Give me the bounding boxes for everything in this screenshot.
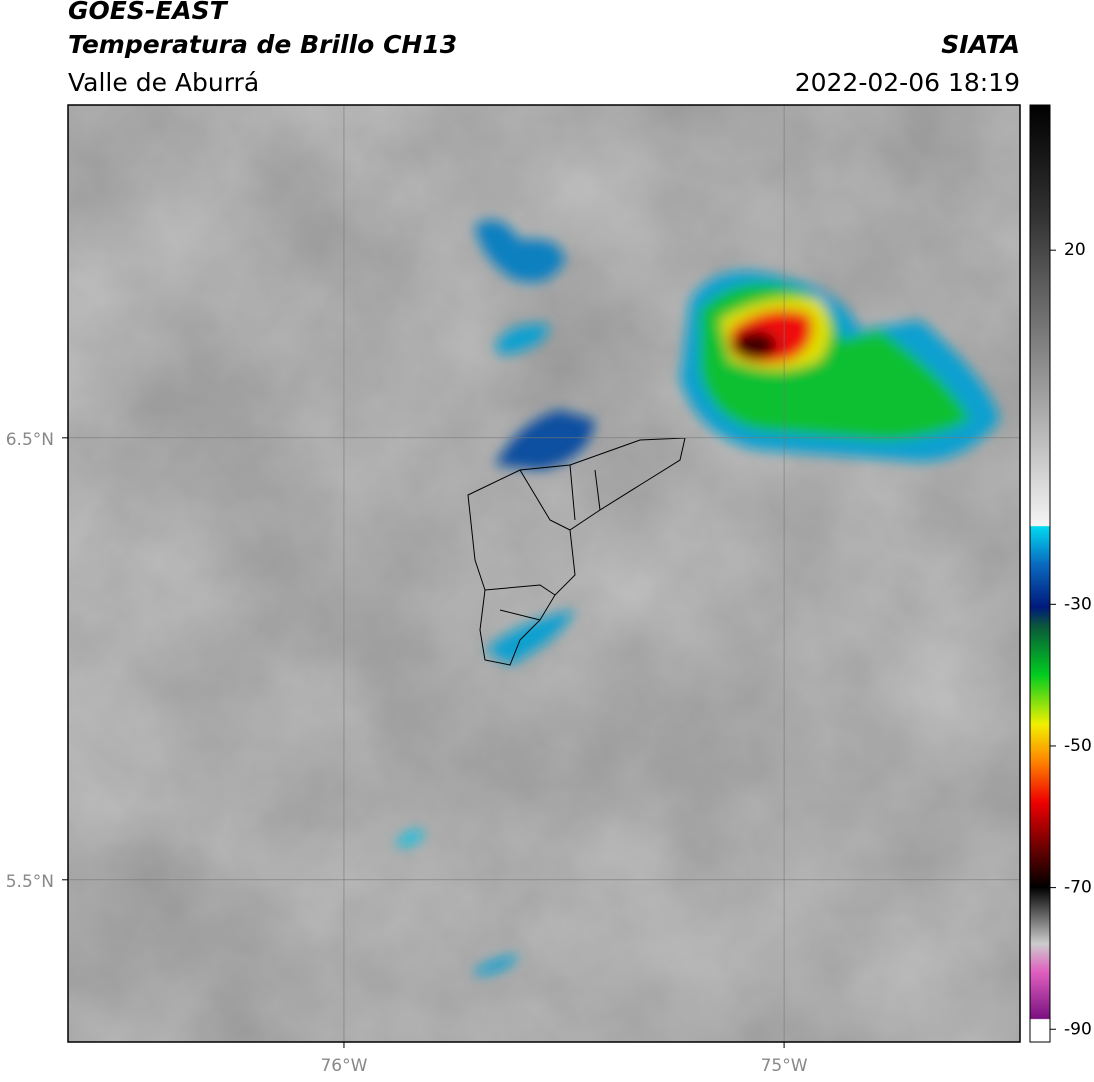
colorbar-tick-label: -90: [1064, 1019, 1092, 1039]
colorbar-tick-label: -30: [1064, 594, 1092, 614]
x-tick-label: 75°W: [761, 1056, 808, 1076]
colorbar-tick-label: 20: [1064, 240, 1086, 260]
colorbar-tick-label: -70: [1064, 878, 1092, 898]
y-tick-label: 6.5°N: [6, 430, 54, 450]
datetime: 2022-02-06 18:19: [795, 68, 1020, 97]
subtitle: Temperatura de Brillo CH13: [68, 30, 457, 59]
source: SIATA: [941, 30, 1020, 59]
y-tick-label: 5.5°N: [6, 872, 54, 892]
region: Valle de Aburrá: [68, 68, 259, 97]
x-tick-label: 76°W: [320, 1056, 367, 1076]
map-image: [68, 105, 1020, 1042]
map-frame: [67, 104, 1021, 1043]
colorbar: [1029, 104, 1051, 1043]
colorbar-tick-label: -50: [1064, 736, 1092, 756]
title: GOES-EAST: [68, 0, 229, 25]
